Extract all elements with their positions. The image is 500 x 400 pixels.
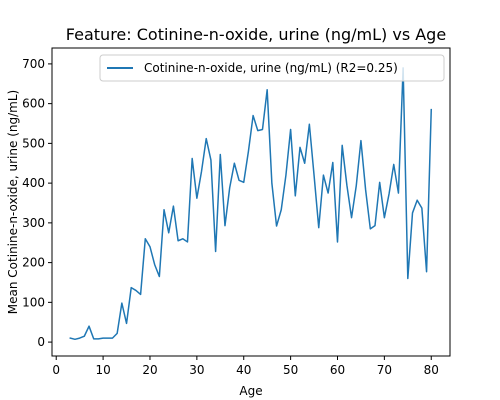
y-tick-label: 100 (22, 295, 45, 309)
y-axis-label: Mean Cotinine-n-oxide, urine (ng/mL) (6, 90, 20, 314)
x-tick-label: 0 (52, 363, 60, 377)
y-tick-label: 0 (37, 335, 45, 349)
x-tick-label: 80 (424, 363, 439, 377)
y-tick-label: 700 (22, 57, 45, 71)
series-line-0 (69, 67, 433, 341)
y-axis: 0 100 200 300 400 500 600 700 (22, 57, 52, 349)
x-tick-label: 60 (330, 363, 345, 377)
y-tick-label: 500 (22, 136, 45, 150)
x-axis-label: Age (239, 384, 262, 398)
x-tick-label: 20 (142, 363, 157, 377)
x-tick-label: 10 (95, 363, 110, 377)
y-tick-label: 600 (22, 97, 45, 111)
x-tick-label: 50 (283, 363, 298, 377)
chart-title: Feature: Cotinine-n-oxide, urine (ng/mL)… (66, 25, 446, 44)
legend: Cotinine-n-oxide, urine (ng/mL) (R2=0.25… (99, 54, 445, 82)
plot-area (51, 47, 451, 357)
series-layer (69, 67, 433, 341)
x-axis: 0 10 20 30 40 50 60 70 80 (52, 356, 439, 377)
y-tick-label: 200 (22, 256, 45, 270)
x-tick-label: 40 (236, 363, 251, 377)
x-tick-label: 70 (377, 363, 392, 377)
y-tick-label: 400 (22, 176, 45, 190)
x-tick-label: 30 (189, 363, 204, 377)
legend-label: Cotinine-n-oxide, urine (ng/mL) (R2=0.25… (144, 61, 398, 75)
legend-box (99, 54, 445, 82)
y-tick-label: 300 (22, 216, 45, 230)
plot-frame (51, 47, 451, 357)
